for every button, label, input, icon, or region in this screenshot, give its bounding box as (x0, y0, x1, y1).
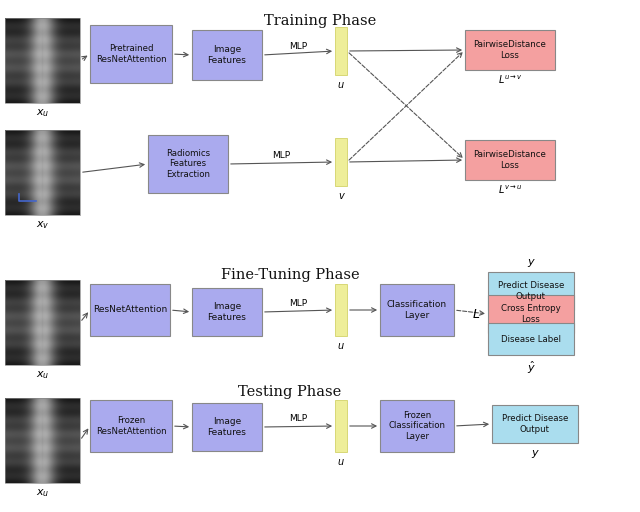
Text: Radiomics
Features
Extraction: Radiomics Features Extraction (166, 149, 210, 179)
FancyBboxPatch shape (335, 27, 347, 75)
Text: Frozen
ResNetAttention: Frozen ResNetAttention (96, 416, 166, 436)
Text: Testing Phase: Testing Phase (238, 385, 342, 399)
Text: MLP: MLP (289, 299, 308, 308)
Text: $\hat{y}$: $\hat{y}$ (527, 360, 536, 376)
Text: PairwiseDistance
Loss: PairwiseDistance Loss (474, 40, 547, 60)
Text: $L^{u\rightarrow v}$: $L^{u\rightarrow v}$ (497, 74, 522, 87)
FancyBboxPatch shape (380, 284, 454, 336)
Text: Frozen
Classification
Layer: Frozen Classification Layer (388, 411, 445, 441)
FancyBboxPatch shape (488, 323, 574, 355)
Text: Training Phase: Training Phase (264, 14, 376, 28)
Text: Predict Disease
Output: Predict Disease Output (498, 281, 564, 301)
Bar (5, 398, 80, 483)
Text: MLP: MLP (289, 414, 308, 423)
Text: Classification
Layer: Classification Layer (387, 301, 447, 319)
Text: Disease Label: Disease Label (501, 334, 561, 344)
Text: PairwiseDistance
Loss: PairwiseDistance Loss (474, 151, 547, 169)
FancyBboxPatch shape (90, 400, 172, 452)
Text: MLP: MLP (289, 42, 308, 51)
Text: Image
Features: Image Features (207, 417, 246, 437)
Text: $x_u$: $x_u$ (36, 487, 49, 499)
FancyBboxPatch shape (465, 140, 555, 180)
FancyBboxPatch shape (90, 284, 170, 336)
Text: Cross Entropy
Loss: Cross Entropy Loss (501, 304, 561, 324)
Text: v: v (338, 191, 344, 201)
Text: MLP: MLP (273, 151, 291, 160)
Bar (5, 130, 80, 215)
Text: Predict Disease
Output: Predict Disease Output (502, 414, 568, 434)
Text: Pretrained
ResNetAttention: Pretrained ResNetAttention (96, 45, 166, 63)
FancyBboxPatch shape (335, 284, 347, 336)
Text: $L^{v\rightarrow u}$: $L^{v\rightarrow u}$ (498, 184, 522, 197)
FancyBboxPatch shape (488, 272, 574, 310)
Text: u: u (338, 341, 344, 351)
Text: ResNetAttention: ResNetAttention (93, 306, 167, 314)
FancyBboxPatch shape (192, 30, 262, 80)
FancyBboxPatch shape (192, 288, 262, 336)
Text: Image
Features: Image Features (207, 302, 246, 322)
Text: Fine-Tuning Phase: Fine-Tuning Phase (221, 268, 359, 282)
FancyBboxPatch shape (90, 25, 172, 83)
Text: y: y (532, 448, 538, 458)
Text: y: y (528, 257, 534, 267)
FancyBboxPatch shape (488, 295, 574, 333)
FancyBboxPatch shape (380, 400, 454, 452)
FancyBboxPatch shape (335, 138, 347, 186)
Text: $x_u$: $x_u$ (36, 107, 49, 119)
Bar (5, 280, 80, 365)
Text: u: u (338, 80, 344, 90)
Text: $x_u$: $x_u$ (36, 369, 49, 381)
FancyBboxPatch shape (192, 403, 262, 451)
Text: L: L (473, 308, 480, 321)
FancyBboxPatch shape (148, 135, 228, 193)
FancyBboxPatch shape (465, 30, 555, 70)
Bar (5, 18, 80, 103)
Text: u: u (338, 457, 344, 467)
Text: Image
Features: Image Features (207, 45, 246, 65)
FancyBboxPatch shape (335, 400, 347, 452)
FancyBboxPatch shape (492, 405, 578, 443)
Text: $x_v$: $x_v$ (36, 219, 49, 231)
